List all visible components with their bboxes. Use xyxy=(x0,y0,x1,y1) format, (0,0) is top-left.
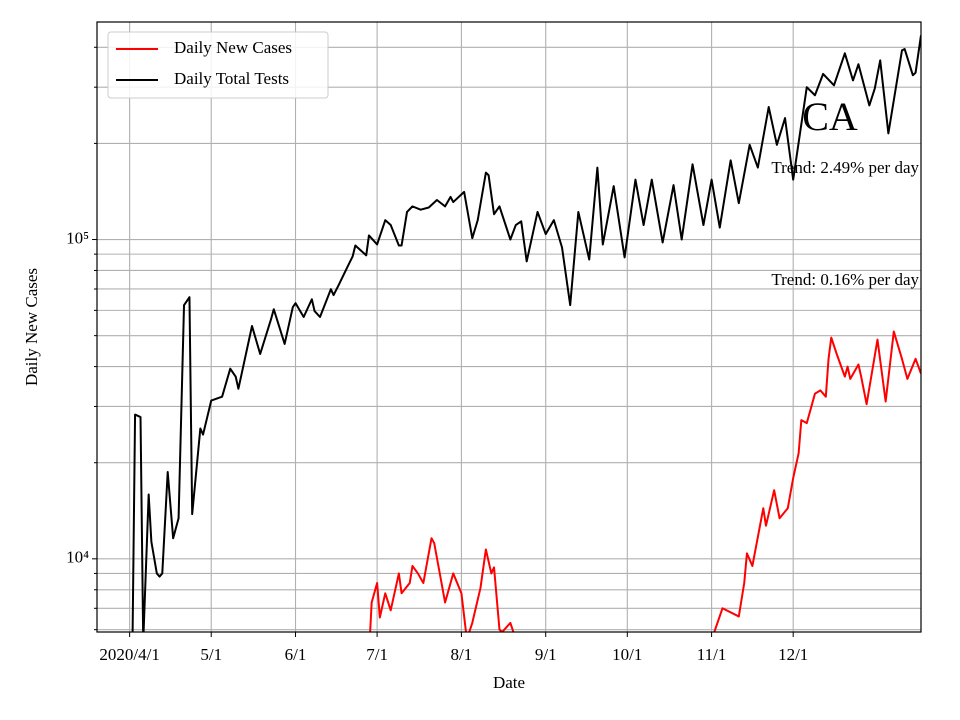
data-line xyxy=(369,330,921,632)
x-tick-label: 10/1 xyxy=(612,645,642,664)
y-tick-label: 10⁵ xyxy=(66,228,89,247)
legend-label: Daily Total Tests xyxy=(174,69,289,88)
x-tick-label: 8/1 xyxy=(451,645,473,664)
x-axis-label: Date xyxy=(493,673,525,692)
plot-area xyxy=(131,35,921,632)
x-tick-label: 7/1 xyxy=(366,645,388,664)
x-tick-label: 11/1 xyxy=(697,645,727,664)
y-tick-label: 10⁴ xyxy=(66,548,89,567)
annotation: CA xyxy=(802,94,858,139)
x-tick-label: 6/1 xyxy=(285,645,307,664)
legend-box xyxy=(107,31,329,99)
x-tick-label: 5/1 xyxy=(200,645,222,664)
data-line xyxy=(131,35,921,632)
axes-frame xyxy=(96,21,922,633)
x-tick-label: 2020/4/1 xyxy=(99,645,159,664)
x-tick-label: 9/1 xyxy=(535,645,557,664)
y-axis-label: Daily New Cases xyxy=(22,268,41,386)
legend: Daily New Cases Daily Total Tests xyxy=(107,31,329,99)
x-tick-label: 12/1 xyxy=(778,645,808,664)
annotation: Trend: 0.16% per day xyxy=(771,270,919,289)
legend-label: Daily New Cases xyxy=(174,38,292,57)
annotation: Trend: 2.49% per day xyxy=(771,158,919,177)
grid xyxy=(97,22,921,632)
